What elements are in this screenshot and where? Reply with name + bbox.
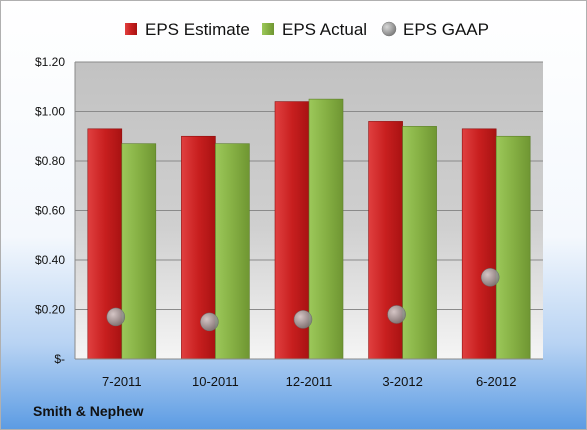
company-name: Smith & Nephew: [33, 403, 144, 419]
y-axis: $- $0.20 $0.40 $0.60 $0.80 $1.00 $1.20: [35, 55, 76, 366]
legend-marker-eps-actual: [262, 23, 274, 35]
point-eps-gaap: [480, 268, 500, 287]
y-tick-label: $0.40: [35, 253, 65, 267]
x-tick-label: 12-2011: [286, 374, 333, 389]
x-tick-label: 7-2011: [102, 374, 142, 389]
legend-label: EPS Actual: [282, 20, 367, 39]
bars: [87, 98, 531, 360]
y-tick-label: $0.60: [35, 204, 65, 218]
point-eps-gaap: [200, 312, 219, 332]
x-tick-label: 3-2012: [382, 374, 422, 389]
y-tick-label: $-: [54, 352, 65, 366]
point-eps-gaap: [293, 310, 313, 329]
y-tick-label: $1.00: [35, 105, 65, 119]
legend-marker-eps-estimate: [125, 23, 137, 35]
bar-eps-actual: [308, 98, 344, 360]
legend-marker-eps-gaap: [381, 21, 397, 37]
bar-eps-actual: [215, 143, 250, 360]
y-tick-label: $0.20: [35, 303, 65, 317]
x-axis: 7-2011 10-2011 12-2011 3-2012 6-2012: [75, 358, 543, 389]
legend-label: EPS Estimate: [145, 20, 250, 39]
legend-label: EPS GAAP: [403, 20, 489, 39]
point-eps-gaap: [387, 305, 406, 324]
x-tick-label: 6-2012: [476, 374, 516, 389]
gaap-points: [106, 268, 500, 332]
point-eps-gaap: [106, 307, 126, 327]
y-tick-label: $1.20: [35, 55, 65, 69]
x-tick-label: 10-2011: [192, 374, 239, 389]
bar-eps-estimate: [461, 128, 497, 360]
y-tick-label: $0.80: [35, 154, 65, 168]
bar-eps-actual: [495, 135, 531, 360]
legend: EPS Estimate EPS Actual EPS GAAP: [125, 20, 489, 39]
bar-eps-actual: [121, 143, 157, 360]
bar-eps-actual: [402, 126, 437, 360]
